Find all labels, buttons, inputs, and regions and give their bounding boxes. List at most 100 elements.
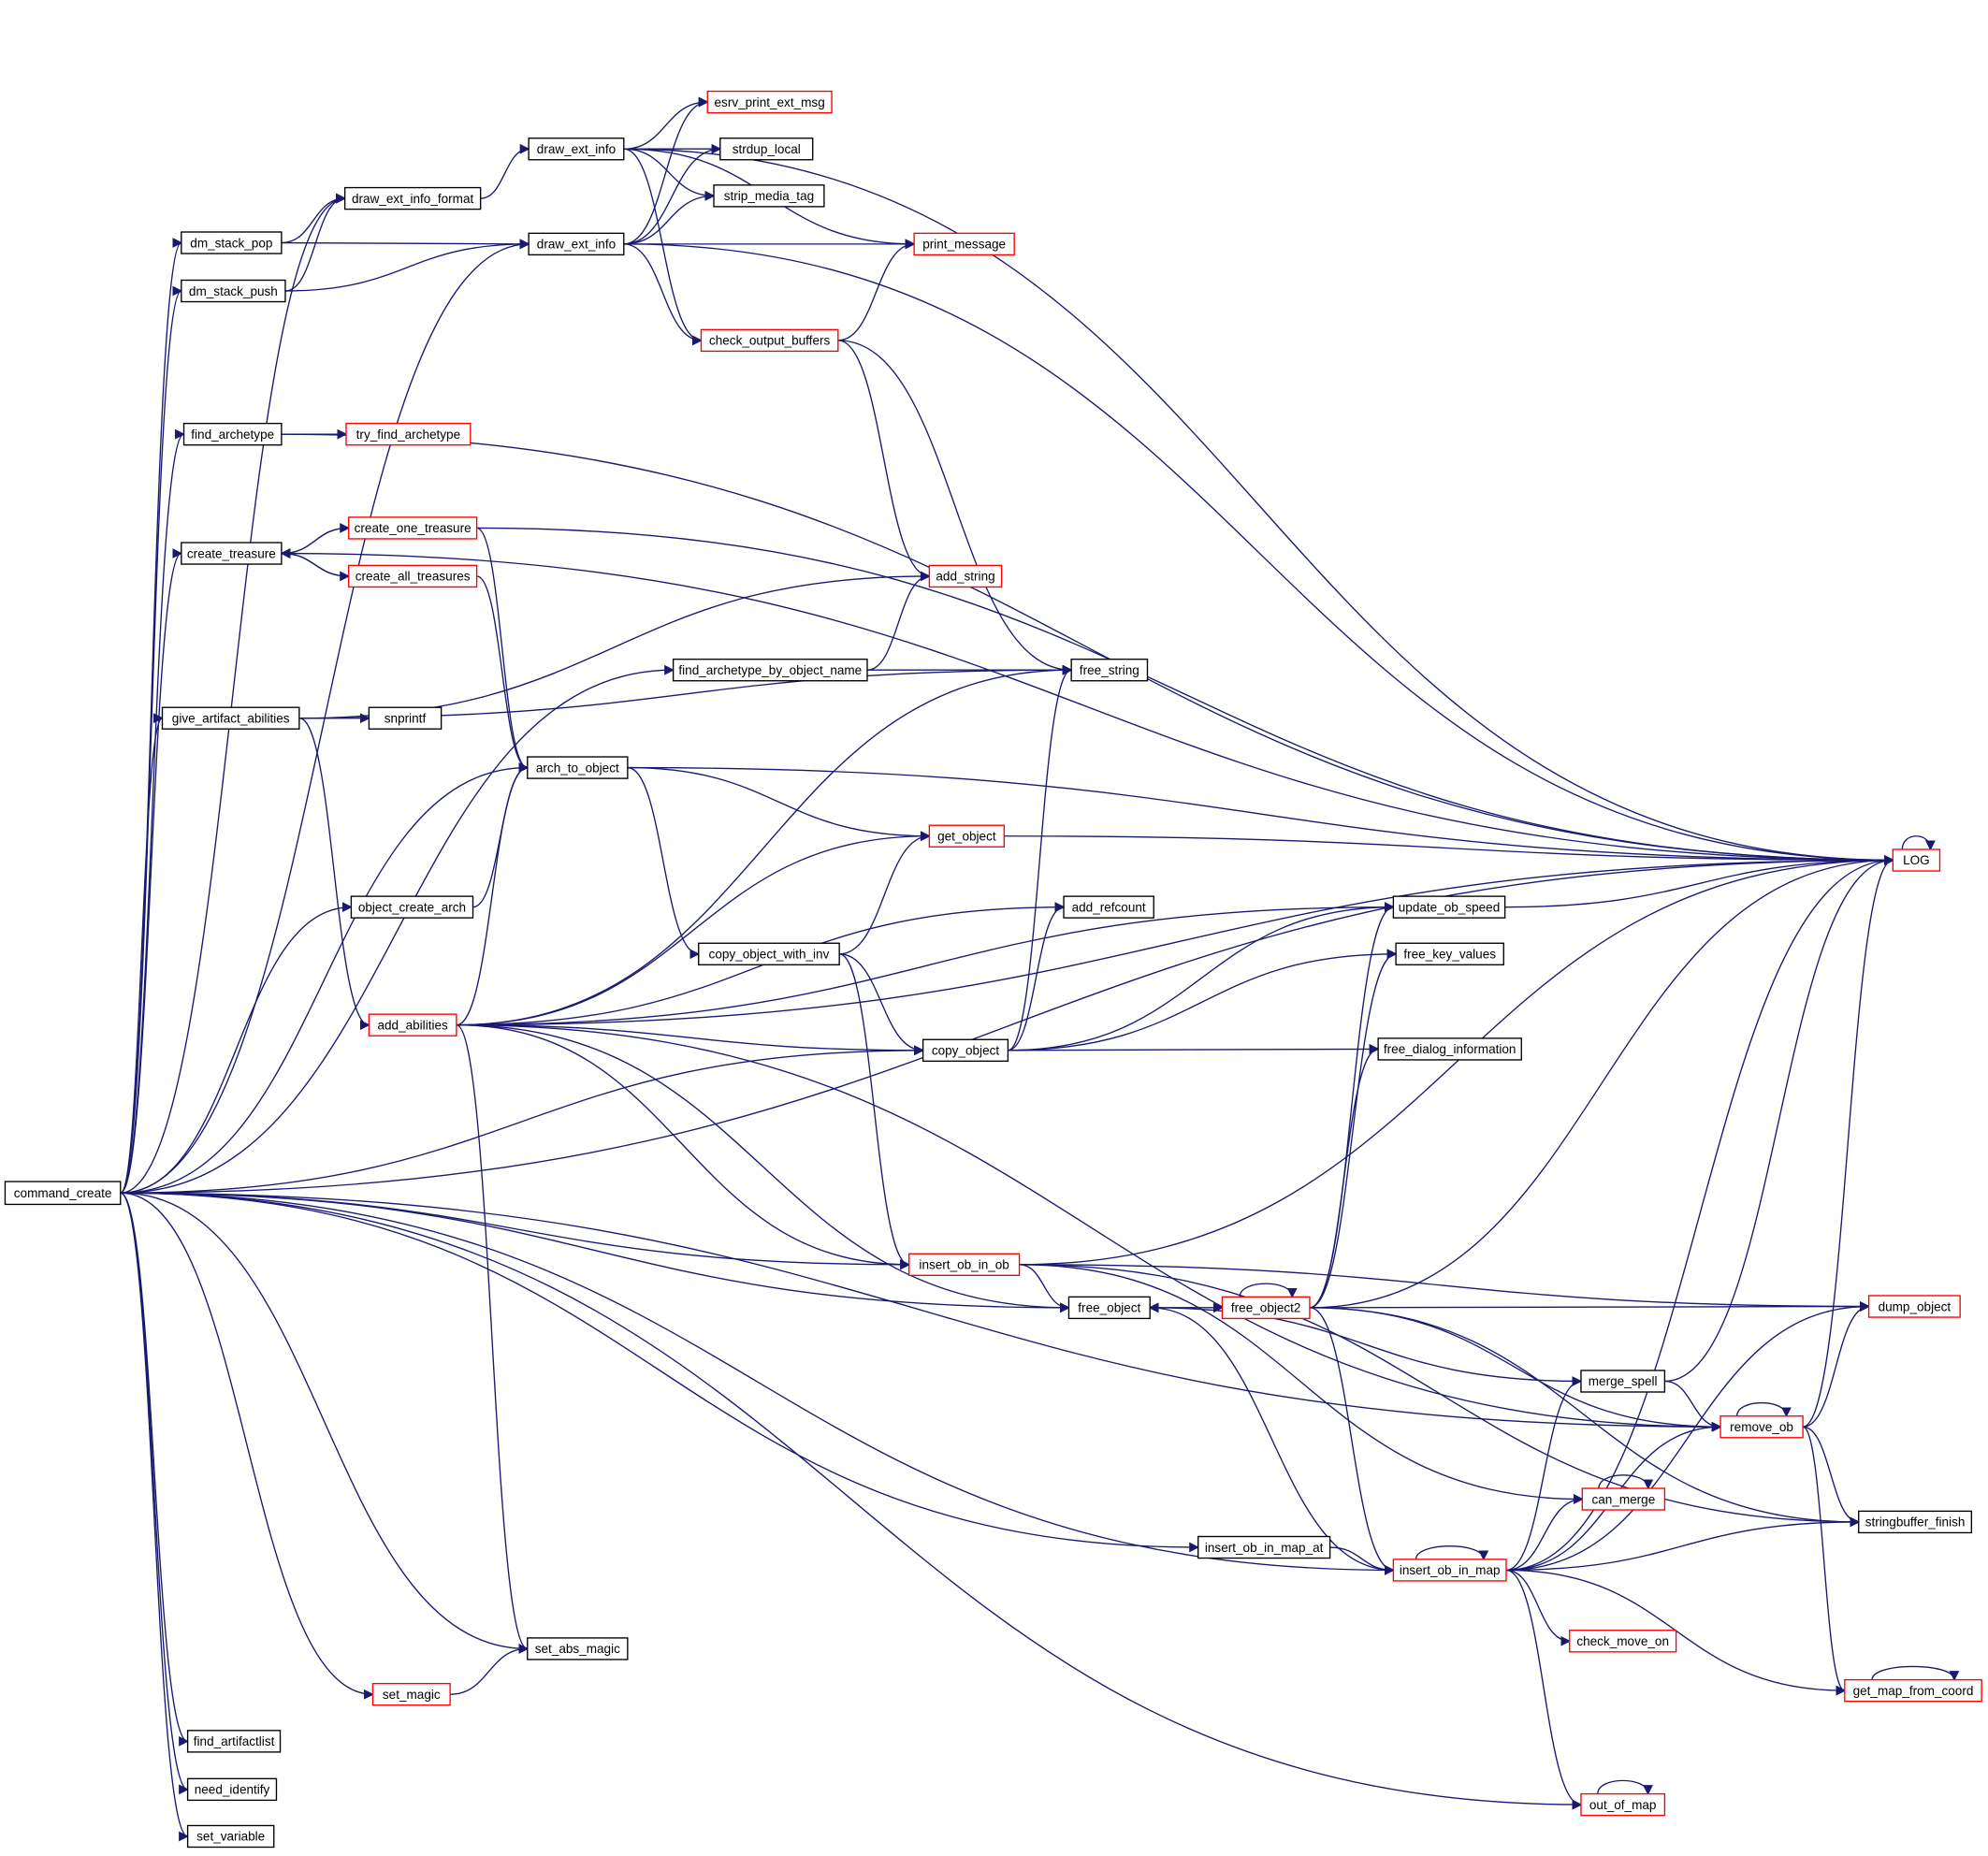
node-box[interactable] xyxy=(1844,1678,1982,1703)
node-get-object[interactable]: get_object xyxy=(928,824,1006,848)
node-box[interactable] xyxy=(345,422,472,446)
node-copy-object-with-inv[interactable]: copy_object_with_inv xyxy=(698,942,840,965)
node-add-string[interactable]: add_string xyxy=(928,564,1003,588)
node-draw-ext-info-format[interactable]: draw_ext_info_format xyxy=(343,186,482,210)
node-box[interactable] xyxy=(1858,1510,1973,1534)
node-find-archetype-by-object-name[interactable]: find_archetype_by_object_name xyxy=(672,659,868,682)
node-box[interactable] xyxy=(527,1637,629,1660)
node-box[interactable] xyxy=(928,564,1003,588)
node-box[interactable] xyxy=(1867,1295,1961,1318)
node-LOG[interactable]: LOG xyxy=(1892,848,1941,872)
node-box[interactable] xyxy=(348,564,478,588)
node-free-key-values[interactable]: free_key_values xyxy=(1395,942,1504,965)
node-command-create[interactable]: command_create xyxy=(4,1181,122,1206)
node-box[interactable] xyxy=(928,824,1006,848)
node-free-dialog-information[interactable]: free_dialog_information xyxy=(1377,1037,1522,1061)
node-box[interactable] xyxy=(1720,1415,1804,1439)
node-box[interactable] xyxy=(161,706,300,730)
node-set-abs-magic[interactable]: set_abs_magic xyxy=(527,1637,629,1660)
node-dump-object[interactable]: dump_object xyxy=(1867,1295,1961,1318)
node-insert-ob-in-ob[interactable]: insert_ob_in_ob xyxy=(908,1253,1021,1276)
node-add-refcount[interactable]: add_refcount xyxy=(1063,895,1154,919)
node-box[interactable] xyxy=(921,1038,1009,1062)
node-box[interactable] xyxy=(1377,1037,1522,1061)
node-box[interactable] xyxy=(706,90,833,114)
node-copy-object[interactable]: copy_object xyxy=(921,1038,1009,1062)
node-box[interactable] xyxy=(1221,1296,1311,1320)
node-dm-stack-pop[interactable]: dm_stack_pop xyxy=(181,231,283,254)
node-box[interactable] xyxy=(186,1777,278,1802)
node-box[interactable] xyxy=(698,942,840,965)
node-draw-ext-info-b[interactable]: draw_ext_info xyxy=(528,232,625,256)
node-merge-spell[interactable]: merge_spell xyxy=(1580,1370,1666,1393)
node-box[interactable] xyxy=(1070,659,1149,682)
node-box[interactable] xyxy=(1580,1792,1666,1817)
node-box[interactable] xyxy=(186,1824,275,1849)
node-free-object[interactable]: free_object xyxy=(1067,1296,1151,1320)
node-add-abilities[interactable]: add_abilities xyxy=(368,1013,457,1037)
node-box[interactable] xyxy=(371,1683,451,1706)
node-box[interactable] xyxy=(713,184,825,208)
node-check-output-buffers[interactable]: check_output_buffers xyxy=(700,328,839,353)
node-arch-to-object[interactable]: arch_to_object xyxy=(527,756,629,779)
node-insert-ob-in-map[interactable]: insert_ob_in_map xyxy=(1392,1559,1507,1582)
node-stringbuffer-finish[interactable]: stringbuffer_finish xyxy=(1858,1510,1973,1534)
node-set-variable[interactable]: set_variable xyxy=(186,1824,275,1849)
node-box[interactable] xyxy=(528,138,625,161)
node-box[interactable] xyxy=(4,1181,122,1206)
node-box[interactable] xyxy=(1067,1296,1151,1320)
node-box[interactable] xyxy=(1892,848,1941,872)
node-object-create-arch[interactable]: object_create_arch xyxy=(350,895,474,919)
node-box[interactable] xyxy=(1392,1559,1507,1582)
node-box[interactable] xyxy=(913,232,1015,256)
node-box[interactable] xyxy=(1392,895,1506,919)
node-box[interactable] xyxy=(182,422,283,446)
node-free-string[interactable]: free_string xyxy=(1070,659,1149,682)
node-box[interactable] xyxy=(350,895,474,919)
node-box[interactable] xyxy=(527,756,629,779)
node-give-artifact-abilities[interactable]: give_artifact_abilities xyxy=(161,706,300,730)
node-box[interactable] xyxy=(181,542,283,565)
node-create-all-treasures[interactable]: create_all_treasures xyxy=(348,564,478,588)
node-box[interactable] xyxy=(1063,895,1154,919)
node-update-ob-speed[interactable]: update_ob_speed xyxy=(1392,895,1506,919)
node-check-move-on[interactable]: check_move_on xyxy=(1569,1630,1677,1653)
node-box[interactable] xyxy=(700,328,839,353)
node-box[interactable] xyxy=(181,231,283,254)
node-snprintf[interactable]: snprintf xyxy=(368,706,443,730)
node-box[interactable] xyxy=(368,1013,457,1037)
node-box[interactable] xyxy=(368,706,443,730)
node-esrv-print-ext-msg[interactable]: esrv_print_ext_msg xyxy=(706,90,833,114)
node-draw-ext-info-a[interactable]: draw_ext_info xyxy=(528,138,625,161)
node-box[interactable] xyxy=(1581,1487,1666,1511)
node-try-find-archetype[interactable]: try_find_archetype xyxy=(345,422,472,446)
node-remove-ob[interactable]: remove_ob xyxy=(1720,1415,1804,1439)
node-create-one-treasure[interactable]: create_one_treasure xyxy=(348,516,478,540)
node-get-map-from-coord[interactable]: get_map_from_coord xyxy=(1844,1678,1982,1703)
node-box[interactable] xyxy=(1197,1535,1331,1559)
node-box[interactable] xyxy=(348,516,478,540)
node-find-artifactlist[interactable]: find_artifactlist xyxy=(186,1730,282,1753)
node-box[interactable] xyxy=(343,186,482,210)
node-dm-stack-push[interactable]: dm_stack_push xyxy=(181,279,286,303)
node-box[interactable] xyxy=(1569,1630,1677,1653)
node-box[interactable] xyxy=(528,232,625,256)
node-strip-media-tag[interactable]: strip_media_tag xyxy=(713,184,825,208)
node-box[interactable] xyxy=(1580,1370,1666,1393)
node-box[interactable] xyxy=(1395,942,1504,965)
node-print-message[interactable]: print_message xyxy=(913,232,1015,256)
node-free-object2[interactable]: free_object2 xyxy=(1221,1296,1311,1320)
node-create-treasure[interactable]: create_treasure xyxy=(181,542,283,565)
node-out-of-map[interactable]: out_of_map xyxy=(1580,1792,1666,1817)
node-box[interactable] xyxy=(186,1730,282,1753)
node-find-archetype[interactable]: find_archetype xyxy=(182,422,283,446)
node-box[interactable] xyxy=(181,279,286,303)
node-insert-ob-in-map-at[interactable]: insert_ob_in_map_at xyxy=(1197,1535,1331,1559)
node-set-magic[interactable]: set_magic xyxy=(371,1683,451,1706)
node-can-merge[interactable]: can_merge xyxy=(1581,1487,1666,1511)
node-box[interactable] xyxy=(672,659,868,682)
node-strdup-local[interactable]: strdup_local xyxy=(719,138,814,161)
node-need-identify[interactable]: need_identify xyxy=(186,1777,278,1802)
node-box[interactable] xyxy=(908,1253,1021,1276)
node-box[interactable] xyxy=(719,138,814,161)
